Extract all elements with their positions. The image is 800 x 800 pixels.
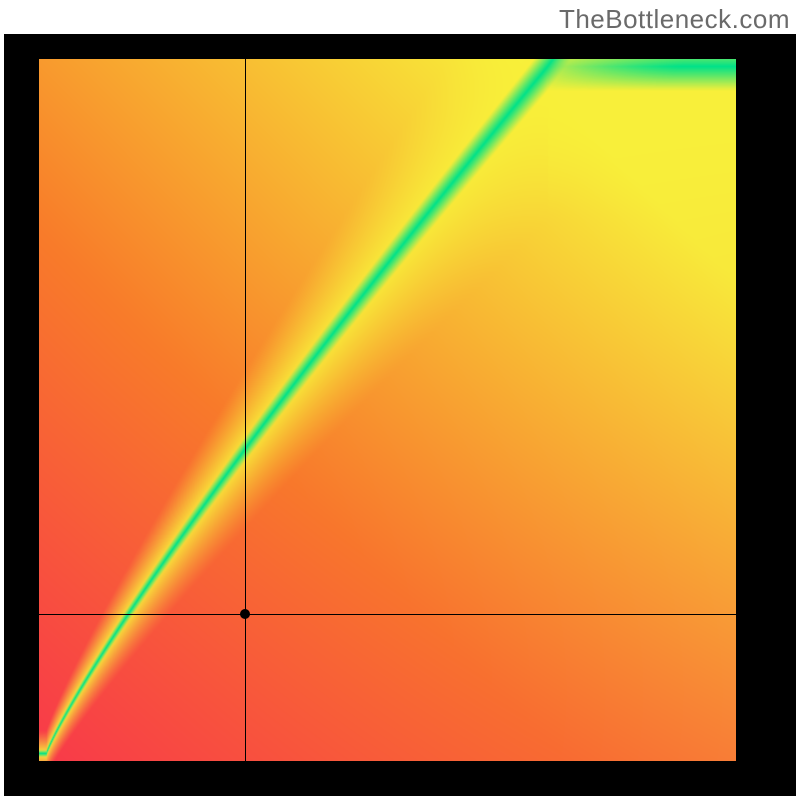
chart-container: TheBottleneck.com	[0, 0, 800, 800]
plot-area	[39, 59, 736, 761]
watermark-text: TheBottleneck.com	[559, 4, 790, 35]
heatmap-canvas	[39, 59, 736, 761]
